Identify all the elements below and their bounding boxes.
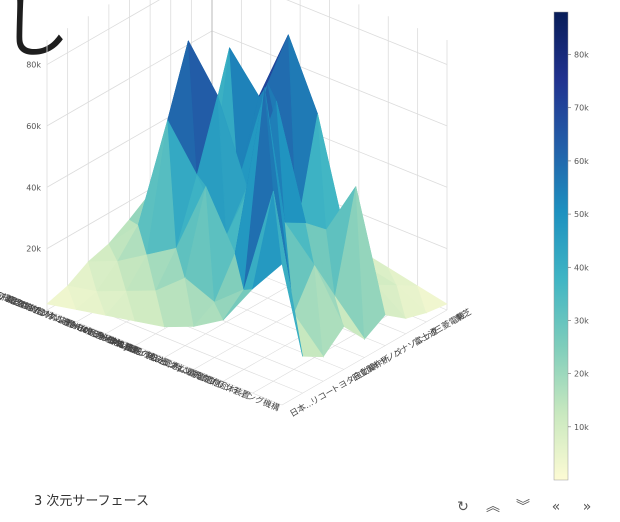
- colorbar-ramp: [553, 11, 569, 481]
- grid-line-z: [46, 0, 448, 65]
- colorbar-tick-label: 30k: [574, 316, 589, 325]
- refresh-icon: ↻: [457, 499, 469, 515]
- x-category-label: B41J タイプライタ；選択的プリンティング機構: [108, 335, 282, 414]
- colorbar-tick-label: 70k: [574, 104, 589, 113]
- double-chevron-left-icon: «: [551, 499, 561, 515]
- surface-facet: [334, 296, 365, 340]
- tilt-down-button[interactable]: ︾: [512, 496, 534, 518]
- z-tick-label: 60k: [26, 122, 41, 131]
- surface-layer[interactable]: [46, 34, 448, 358]
- surface-facet: [355, 186, 386, 340]
- z-tick-label: 40k: [26, 183, 41, 192]
- colorbar-tick-label: 20k: [574, 370, 589, 379]
- z-tick-label: 80k: [26, 61, 41, 70]
- colorbar-tick-label: 40k: [574, 263, 589, 272]
- page-heading: し: [0, 0, 70, 68]
- chart-caption: 3 次元サーフェース: [34, 494, 149, 509]
- colorbar: 10k 20k 30k 40k 50k 60k 70k 80k: [553, 11, 589, 481]
- surface-facet: [273, 190, 303, 357]
- reset-button[interactable]: ↻: [452, 496, 474, 518]
- tilt-up-button[interactable]: ︽: [482, 496, 504, 518]
- surface-facet: [396, 284, 427, 319]
- rotate-left-button[interactable]: «: [545, 496, 567, 518]
- colorbar-tick-label: 60k: [574, 157, 589, 166]
- chevron-down-icon: ︾: [516, 499, 530, 515]
- colorbar-tick-label: 50k: [574, 210, 589, 219]
- colorbar-tick-label: 80k: [574, 51, 589, 60]
- surface-facet: [417, 285, 448, 314]
- z-tick-label: 20k: [26, 245, 41, 254]
- double-chevron-right-icon: »: [582, 499, 592, 515]
- rotate-right-button[interactable]: »: [576, 496, 598, 518]
- colorbar-tick-label: 10k: [574, 423, 589, 432]
- y-category-label: トヨタ自動車: [329, 361, 379, 396]
- chevron-up-icon: ︽: [486, 499, 500, 515]
- surface-facet: [314, 265, 345, 358]
- y-category-label: 日本...: [288, 398, 315, 420]
